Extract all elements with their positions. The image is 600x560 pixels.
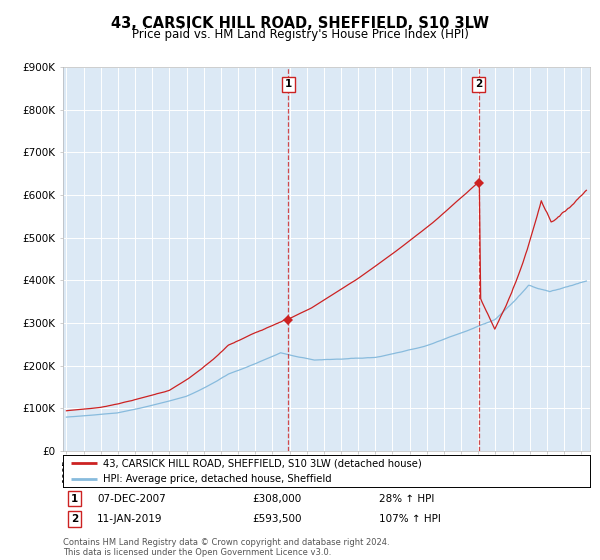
- Text: £308,000: £308,000: [253, 493, 302, 503]
- Text: 2: 2: [71, 514, 78, 524]
- Text: 07-DEC-2007: 07-DEC-2007: [97, 493, 166, 503]
- Text: 2: 2: [475, 80, 482, 90]
- Text: 11-JAN-2019: 11-JAN-2019: [97, 514, 163, 524]
- Text: Price paid vs. HM Land Registry's House Price Index (HPI): Price paid vs. HM Land Registry's House …: [131, 28, 469, 41]
- Text: 1: 1: [71, 493, 78, 503]
- Text: 28% ↑ HPI: 28% ↑ HPI: [379, 493, 434, 503]
- Text: 43, CARSICK HILL ROAD, SHEFFIELD, S10 3LW: 43, CARSICK HILL ROAD, SHEFFIELD, S10 3L…: [111, 16, 489, 31]
- Text: 43, CARSICK HILL ROAD, SHEFFIELD, S10 3LW (detached house): 43, CARSICK HILL ROAD, SHEFFIELD, S10 3L…: [103, 459, 421, 469]
- Text: £593,500: £593,500: [253, 514, 302, 524]
- Text: 107% ↑ HPI: 107% ↑ HPI: [379, 514, 441, 524]
- Text: 1: 1: [284, 80, 292, 90]
- Text: HPI: Average price, detached house, Sheffield: HPI: Average price, detached house, Shef…: [103, 474, 331, 484]
- Text: Contains HM Land Registry data © Crown copyright and database right 2024.
This d: Contains HM Land Registry data © Crown c…: [63, 538, 389, 557]
